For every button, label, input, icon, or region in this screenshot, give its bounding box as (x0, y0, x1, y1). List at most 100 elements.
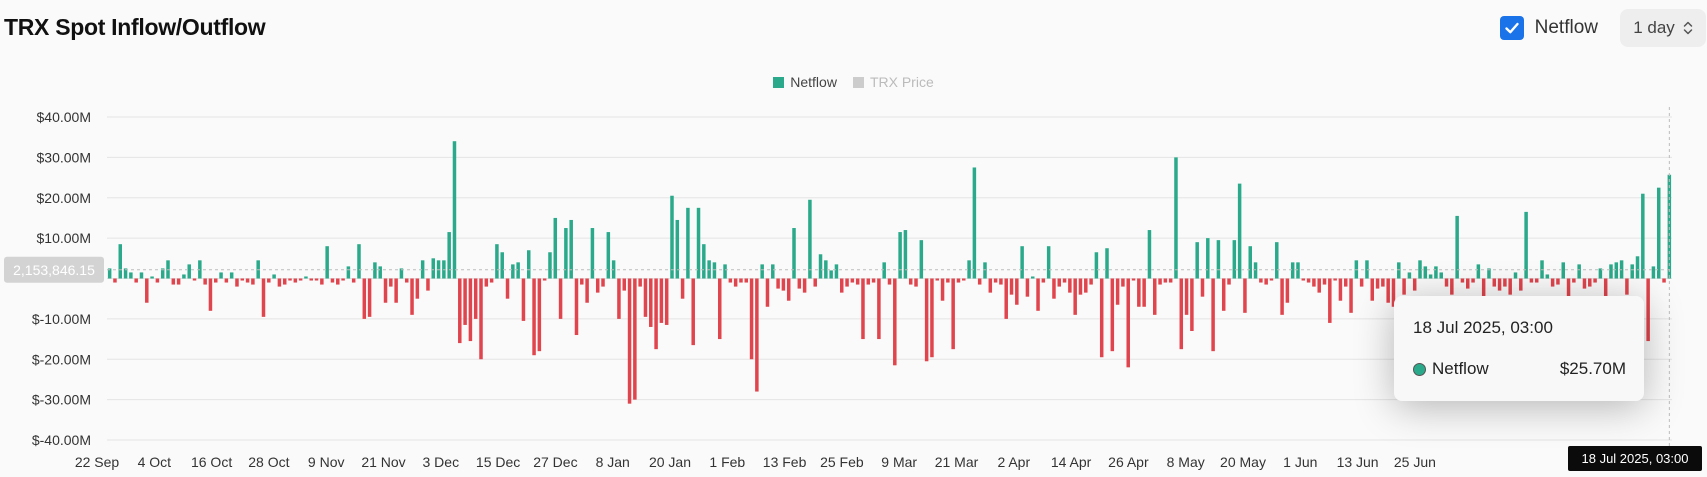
netflow-bar (649, 278, 653, 327)
netflow-bar (1466, 278, 1470, 289)
netflow-bar (245, 278, 250, 283)
legend-item-netflow[interactable]: Netflow (773, 74, 837, 90)
netflow-bar (786, 278, 791, 301)
chart-legend: Netflow TRX Price (0, 74, 1707, 90)
netflow-bar (1131, 278, 1136, 281)
netflow-bar (622, 278, 626, 291)
netflow-bar (1179, 278, 1184, 350)
netflow-bar (962, 278, 966, 281)
netflow-bar (988, 278, 993, 293)
netflow-bar (171, 278, 176, 285)
netflow-bar (1444, 278, 1449, 287)
netflow-bar (813, 278, 817, 287)
tooltip-series-dot (1413, 362, 1426, 376)
netflow-bar (261, 278, 266, 317)
netflow-bar (818, 254, 823, 279)
netflow-bar (940, 278, 945, 301)
netflow-bar (404, 278, 409, 283)
netflow-bar (410, 278, 414, 315)
netflow-bar (1269, 278, 1274, 281)
netflow-bar (733, 278, 738, 287)
netflow-checkbox[interactable] (1499, 16, 1524, 40)
netflow-bar (341, 278, 345, 281)
netflow-bar (1386, 278, 1390, 303)
netflow-bar (1343, 278, 1348, 287)
netflow-bar (1556, 278, 1560, 285)
netflow-bar (346, 266, 351, 279)
netflow-bar (871, 278, 876, 283)
y-tick-label: $30.00M (37, 149, 91, 165)
x-tick-label: 25 Feb (820, 454, 864, 470)
netflow-bar (1614, 262, 1619, 279)
netflow-bar (771, 264, 775, 279)
netflow-bar (431, 258, 436, 279)
netflow-bar (129, 272, 133, 279)
netflow-bar (336, 278, 340, 285)
netflow-bar (373, 262, 377, 279)
netflow-bar (187, 264, 191, 279)
netflow-bar (1057, 278, 1062, 287)
netflow-bar (1296, 262, 1300, 279)
netflow-bar (484, 278, 489, 287)
netflow-bar (389, 278, 393, 287)
netflow-bar (277, 278, 282, 287)
x-tick-label: 4 Oct (138, 454, 172, 470)
netflow-bar (251, 278, 255, 285)
netflow-bar (914, 278, 918, 287)
netflow-bar (1338, 278, 1343, 301)
netflow-bar (829, 270, 833, 279)
netflow-bar (1052, 278, 1056, 299)
netflow-bar (330, 278, 335, 283)
x-tick-label: 13 Jun (1337, 454, 1379, 470)
netflow-bar (1110, 278, 1115, 352)
netflow-bar (1529, 278, 1534, 283)
netflow-bar (1227, 278, 1231, 285)
netflow-bar (1184, 278, 1189, 315)
x-tick-label: 13 Feb (763, 454, 807, 470)
netflow-bar (1073, 278, 1077, 315)
netflow-bar (999, 278, 1003, 285)
legend-item-trx-price[interactable]: TRX Price (852, 74, 934, 90)
netflow-bar (1280, 278, 1284, 315)
netflow-bar (420, 260, 425, 279)
netflow-bar (155, 278, 160, 283)
netflow-bar (1046, 246, 1051, 279)
netflow-bar (908, 278, 913, 285)
y-tick-label: $-10.00M (32, 311, 91, 327)
netflow-bar (1264, 278, 1268, 285)
netflow-bar (1513, 272, 1518, 279)
netflow-bar (527, 250, 531, 279)
chevron-up-down-icon (1683, 21, 1693, 35)
netflow-bar (532, 278, 536, 356)
netflow-bar (1275, 242, 1279, 279)
netflow-bar (1163, 278, 1168, 283)
netflow-bar (1439, 272, 1443, 279)
netflow-bar (1030, 276, 1035, 279)
netflow-bar (1635, 256, 1640, 279)
netflow-bar (760, 264, 764, 279)
netflow-bar (585, 278, 589, 303)
netflow-bar (468, 278, 473, 342)
netflow-bar (972, 167, 977, 279)
netflow-bar (1232, 240, 1237, 279)
netflow-bar (240, 278, 245, 281)
netflow-bar (1519, 278, 1523, 291)
netflow-bar (134, 278, 138, 283)
netflow-bar (1667, 174, 1672, 279)
interval-select[interactable]: 1 day (1620, 9, 1706, 47)
netflow-bar (1237, 183, 1242, 279)
netflow-bar (479, 278, 483, 360)
x-tick-label: 26 Apr (1108, 454, 1149, 470)
interval-value: 1 day (1633, 18, 1675, 37)
netflow-bar (511, 264, 515, 279)
netflow-bar (1641, 193, 1645, 279)
netflow-bar (357, 244, 361, 279)
x-tick-label: 9 Mar (881, 454, 917, 470)
netflow-bar (1312, 278, 1316, 287)
netflow-bar (983, 262, 987, 279)
netflow-bar (1015, 278, 1019, 305)
netflow-bar (1487, 268, 1491, 279)
netflow-bar (1147, 230, 1152, 279)
netflow-bar (548, 252, 552, 279)
